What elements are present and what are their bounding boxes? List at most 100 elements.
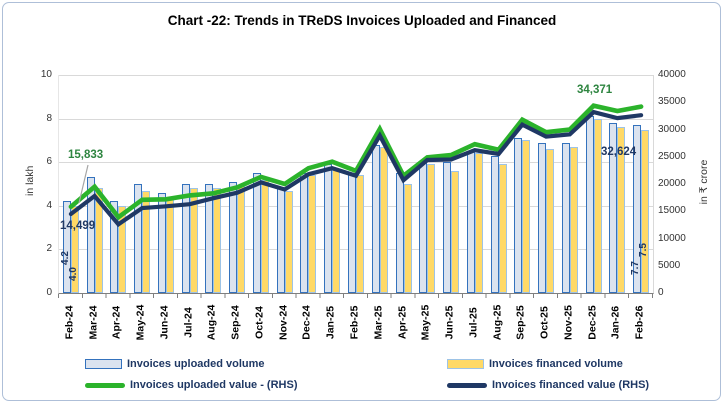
x-axis-label: Feb-25 xyxy=(348,305,361,340)
x-axis-label: Nov-25 xyxy=(562,305,575,341)
y-axis-right-tick-label: 25000 xyxy=(658,150,686,162)
bar-uploaded-volume xyxy=(252,173,261,293)
x-axis-label: Aug-24 xyxy=(205,304,218,341)
legend-swatch-uploaded-value xyxy=(85,382,125,388)
bar-financed-volume xyxy=(641,129,650,293)
bar-financed-volume xyxy=(403,184,412,293)
bar-financed-volume xyxy=(427,164,436,293)
legend-swatch-financed-volume xyxy=(447,359,484,369)
x-axis-label: Oct-24 xyxy=(253,306,266,339)
bar-financed-volume xyxy=(284,190,293,293)
bar-financed-volume xyxy=(308,175,317,293)
y-axis-right-tick-label: 0 xyxy=(658,287,664,298)
x-axis-label: Jun-24 xyxy=(158,305,171,340)
x-axis-label: May-25 xyxy=(419,304,432,341)
legend-label-financed-value: Invoices financed value (RHS) xyxy=(492,379,650,391)
bar-uploaded-volume xyxy=(609,122,618,293)
bar-uploaded-volume xyxy=(181,184,190,293)
bar-financed-volume xyxy=(569,146,578,293)
bar-uploaded-volume xyxy=(561,142,570,293)
x-axis-ticks xyxy=(58,294,654,298)
bar-uploaded-volume xyxy=(490,155,499,293)
bar-uploaded-volume xyxy=(134,184,143,293)
y-axis-right-tick-label: 10000 xyxy=(658,232,686,244)
bar-financed-volume xyxy=(118,205,127,293)
legend-swatch-financed-value xyxy=(447,382,487,388)
bar-financed-volume xyxy=(142,190,151,293)
x-axis-label: Nov-24 xyxy=(277,305,290,341)
bar-financed-volume xyxy=(498,164,507,293)
bar-uploaded-volume xyxy=(229,181,238,293)
bar-financed-volume xyxy=(189,188,198,293)
y-axis-left-tick-label: 10 xyxy=(40,69,52,80)
bar-financed-volume xyxy=(213,188,222,293)
annotation-financed-value-first: 14,499 xyxy=(60,220,96,232)
bar-uploaded-volume xyxy=(514,138,523,293)
bar-uploaded-volume xyxy=(86,177,95,293)
bar-label-financed-first: 4.0 xyxy=(67,267,79,281)
bar-uploaded-volume xyxy=(205,184,214,293)
annotation-uploaded-value-first: 15,833 xyxy=(68,149,104,161)
annotation-uploaded-value-peak: 34,371 xyxy=(577,84,613,96)
legend-item-financed-volume: Invoices financed volume xyxy=(447,357,623,371)
gridline xyxy=(59,75,653,76)
bar-financed-volume xyxy=(522,140,531,293)
legend-item-uploaded-value: Invoices uploaded value - (RHS) xyxy=(85,378,297,392)
legend-item-uploaded-volume: Invoices uploaded volume xyxy=(85,357,265,371)
y-axis-right-tick-label: 40000 xyxy=(658,69,686,80)
legend-label-uploaded-volume: Invoices uploaded volume xyxy=(127,358,265,370)
bar-financed-volume xyxy=(593,118,602,293)
y-axis-left-tick-label: 8 xyxy=(46,112,52,124)
y-axis-right-tick-label: 5000 xyxy=(658,259,681,271)
bar-uploaded-volume xyxy=(443,162,452,293)
plot-area xyxy=(58,75,654,294)
legend-item-financed-value: Invoices financed value (RHS) xyxy=(447,378,649,392)
y-axis-right-tick-label: 20000 xyxy=(658,178,686,189)
x-axis-label: Sep-24 xyxy=(229,305,242,340)
chart-title: Chart -22: Trends in TReDS Invoices Uplo… xyxy=(167,13,557,28)
x-axis-label: Mar-24 xyxy=(87,305,100,340)
y-axis-right-tick-label: 35000 xyxy=(658,96,686,108)
x-axis-label: Sep-25 xyxy=(514,305,527,340)
y-axis-right-tick-label: 15000 xyxy=(658,205,686,217)
x-axis-label: Oct-25 xyxy=(538,306,551,339)
x-axis-label: Aug-25 xyxy=(491,304,504,341)
bar-label-financed-last: 7.5 xyxy=(638,243,650,257)
bar-financed-volume xyxy=(451,170,460,293)
left-axis-title: in lakh xyxy=(24,165,36,196)
x-axis-label: May-24 xyxy=(134,304,147,341)
y-axis-left-tick-label: 0 xyxy=(46,287,52,298)
x-axis-label: Jan-25 xyxy=(324,305,337,340)
y-axis-left-tick-label: 6 xyxy=(46,156,52,168)
bar-uploaded-volume xyxy=(110,201,119,293)
x-axis-label: Dec-24 xyxy=(300,305,313,340)
gridline xyxy=(59,162,653,164)
bar-financed-volume xyxy=(356,175,364,293)
legend-label-financed-volume: Invoices financed volume xyxy=(489,358,623,370)
y-axis-left-tick-label: 2 xyxy=(46,243,52,255)
bar-financed-volume xyxy=(474,153,483,293)
legend-swatch-uploaded-volume xyxy=(85,359,122,369)
financed-value-line xyxy=(68,109,644,228)
bar-uploaded-volume xyxy=(633,125,642,293)
x-axis-label: Jun-25 xyxy=(443,305,456,340)
bars-layer xyxy=(59,75,653,293)
x-axis-label: Jul-25 xyxy=(467,307,480,338)
x-axis-label: Apr-24 xyxy=(110,305,123,340)
x-axis-label: Apr-25 xyxy=(396,305,409,340)
gridline xyxy=(59,118,653,120)
x-axis-label: Feb-24 xyxy=(63,305,76,340)
bar-uploaded-volume xyxy=(157,192,166,293)
uploaded-value-line xyxy=(68,103,644,221)
bar-uploaded-volume xyxy=(62,201,71,293)
x-axis-label: Dec-25 xyxy=(586,305,599,340)
annotation-financed-value-last: 32,624 xyxy=(601,146,637,158)
x-axis-label: Jul-24 xyxy=(182,307,195,338)
x-axis-label: Mar-25 xyxy=(372,305,385,340)
y-axis-left-tick-label: 4 xyxy=(46,199,52,211)
x-axis-label: Jan-26 xyxy=(609,305,622,340)
bar-financed-volume xyxy=(546,149,555,293)
bar-financed-volume xyxy=(379,146,388,293)
bar-financed-volume xyxy=(617,127,626,293)
bar-uploaded-volume xyxy=(538,142,547,293)
